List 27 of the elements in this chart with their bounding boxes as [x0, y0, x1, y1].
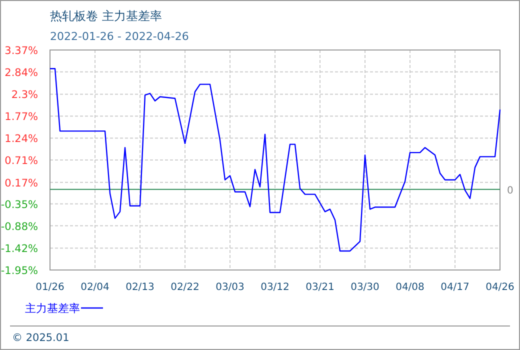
- y-tick-label: 1.77%: [4, 111, 38, 124]
- y-tick-label: 3.37%: [4, 45, 38, 57]
- x-tick-label: 03/21: [306, 282, 334, 293]
- chart-title: 热轧板卷 主力基差率: [50, 9, 162, 23]
- x-tick-label: 04/26: [486, 282, 514, 293]
- y-tick-label: -1.42%: [0, 243, 38, 256]
- x-tick-label: 02/13: [126, 282, 154, 293]
- y-tick-label: 2.3%: [11, 89, 38, 102]
- y-tick-label: 0.71%: [4, 155, 38, 167]
- y-tick-label: 2.84%: [4, 66, 38, 79]
- y-tick-label: -1.95%: [0, 265, 38, 277]
- y-tick-label: 1.24%: [4, 133, 38, 146]
- x-tick-label: 03/12: [260, 282, 290, 293]
- ref-line-label: 0: [507, 185, 514, 196]
- x-tick-label: 03/30: [350, 282, 380, 293]
- legend-label: 主力基差率: [25, 302, 80, 315]
- x-tick-label: 02/04: [80, 282, 110, 293]
- text: © 2025.01: [12, 332, 70, 344]
- y-tick-label: -0.35%: [0, 198, 38, 211]
- y-tick-label: 0.17%: [4, 177, 38, 190]
- x-tick-label: 04/08: [396, 282, 424, 293]
- x-tick-label: 01/26: [36, 282, 64, 293]
- y-tick-label: -0.88%: [0, 220, 38, 233]
- x-tick-label: 04/17: [440, 282, 470, 293]
- chart-subtitle: 2022-01-26 - 2022-04-26: [50, 30, 189, 43]
- x-tick-label: 02/22: [170, 282, 200, 293]
- x-tick-label: 03/03: [216, 282, 244, 293]
